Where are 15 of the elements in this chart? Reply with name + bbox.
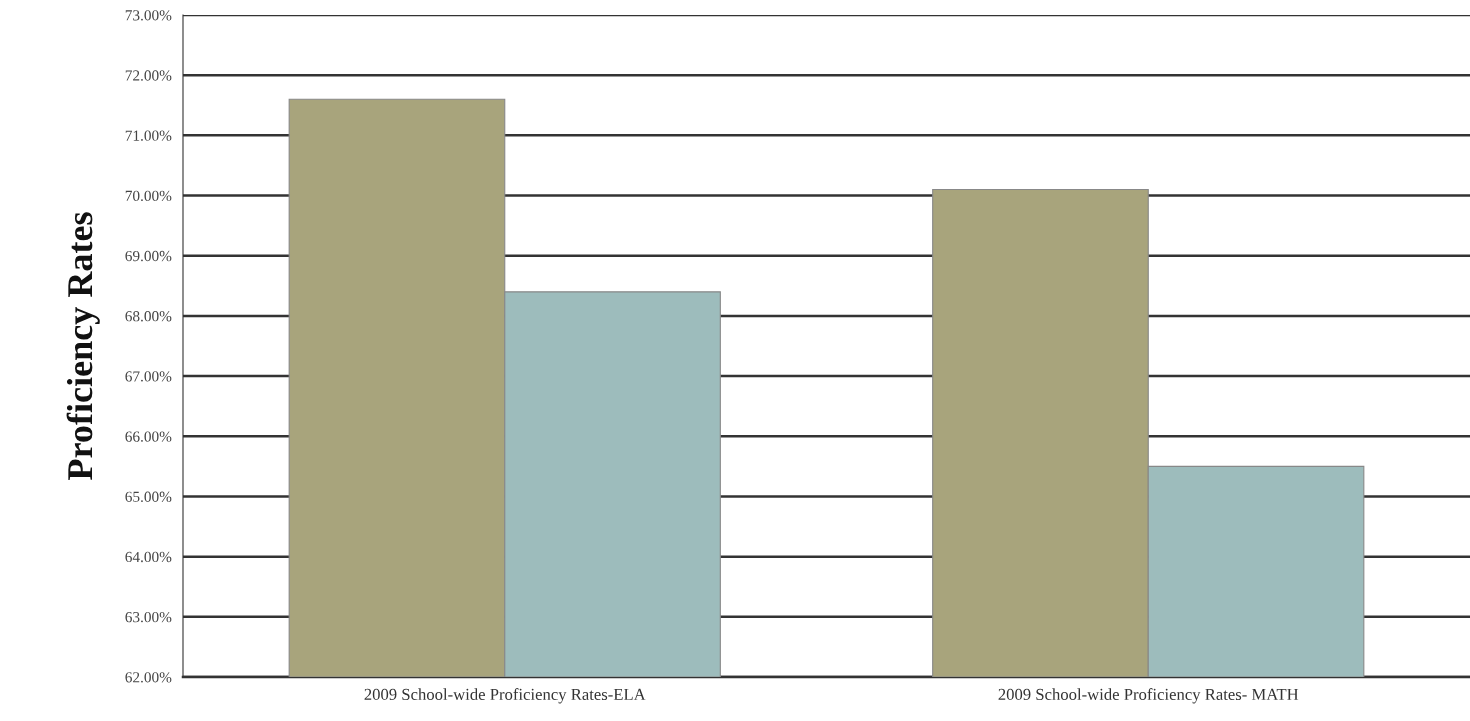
x-tick-label: 2009 School-wide Proficiency Rates- MATH xyxy=(998,688,1299,704)
y-tick-label: 63.00% xyxy=(125,611,172,623)
y-tick-label: 73.00% xyxy=(125,10,172,21)
y-tick-label: 72.00% xyxy=(125,70,172,81)
y-tick-label: 62.00% xyxy=(125,672,172,683)
y-tick-label: 66.00% xyxy=(125,431,172,442)
y-tick-label: 69.00% xyxy=(125,250,172,262)
y-tick-label: 71.00% xyxy=(125,130,172,141)
y-axis-title: Proficiency Rates xyxy=(66,212,100,480)
y-tick-label: 68.00% xyxy=(125,311,172,322)
y-tick-label: 67.00% xyxy=(125,371,172,382)
y-tick-label: 64.00% xyxy=(125,551,172,563)
y-tick-label: 65.00% xyxy=(125,491,172,502)
y-tick-label: 70.00% xyxy=(125,190,172,202)
x-tick-label: 2009 School-wide Proficiency Rates-ELA xyxy=(364,688,646,704)
